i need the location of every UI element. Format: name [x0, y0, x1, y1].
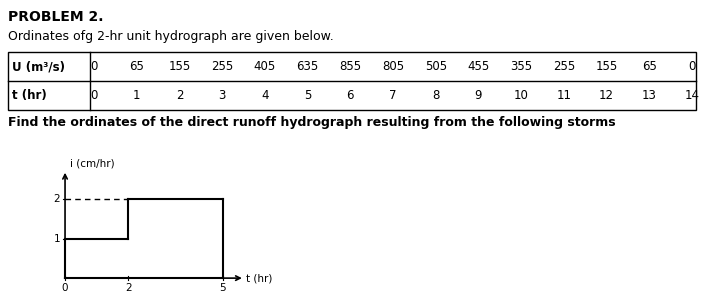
Text: 10: 10 — [514, 89, 529, 102]
Text: 7: 7 — [389, 89, 397, 102]
Text: t (hr): t (hr) — [246, 273, 272, 283]
Text: 13: 13 — [642, 89, 657, 102]
Text: Find the ordinates of the direct runoff hydrograph resulting from the following : Find the ordinates of the direct runoff … — [8, 116, 615, 129]
Text: i (cm/hr): i (cm/hr) — [70, 159, 114, 169]
Text: 0: 0 — [689, 60, 696, 73]
Text: 355: 355 — [510, 60, 532, 73]
Text: 9: 9 — [474, 89, 482, 102]
Text: 5: 5 — [220, 283, 226, 293]
Bar — [8, 52, 696, 110]
Text: 155: 155 — [168, 60, 191, 73]
Text: 2: 2 — [54, 194, 61, 204]
Text: 4: 4 — [261, 89, 269, 102]
Text: 455: 455 — [467, 60, 489, 73]
Text: 3: 3 — [218, 89, 226, 102]
Text: U (m³/s): U (m³/s) — [12, 60, 65, 73]
Text: 14: 14 — [684, 89, 700, 102]
Text: 65: 65 — [130, 60, 144, 73]
Text: 155: 155 — [596, 60, 617, 73]
Text: PROBLEM 2.: PROBLEM 2. — [8, 10, 103, 24]
Text: 1: 1 — [54, 234, 61, 244]
Text: 2: 2 — [125, 283, 132, 293]
Text: 0: 0 — [62, 283, 68, 293]
Text: Ordinates ofg 2-hr unit hydrograph are given below.: Ordinates ofg 2-hr unit hydrograph are g… — [8, 30, 334, 43]
Text: 8: 8 — [432, 89, 439, 102]
Text: 6: 6 — [346, 89, 354, 102]
Text: 0: 0 — [90, 89, 98, 102]
Text: 805: 805 — [382, 60, 404, 73]
Text: 11: 11 — [556, 89, 572, 102]
Text: 2: 2 — [176, 89, 183, 102]
Text: 855: 855 — [339, 60, 361, 73]
Text: 405: 405 — [253, 60, 276, 73]
Text: 255: 255 — [211, 60, 233, 73]
Text: 635: 635 — [296, 60, 319, 73]
Text: 65: 65 — [642, 60, 657, 73]
Text: 0: 0 — [90, 60, 98, 73]
Text: 255: 255 — [553, 60, 575, 73]
Text: 1: 1 — [133, 89, 141, 102]
Text: 505: 505 — [425, 60, 447, 73]
Text: 12: 12 — [599, 89, 614, 102]
Text: t (hr): t (hr) — [12, 89, 46, 102]
Text: 5: 5 — [304, 89, 311, 102]
